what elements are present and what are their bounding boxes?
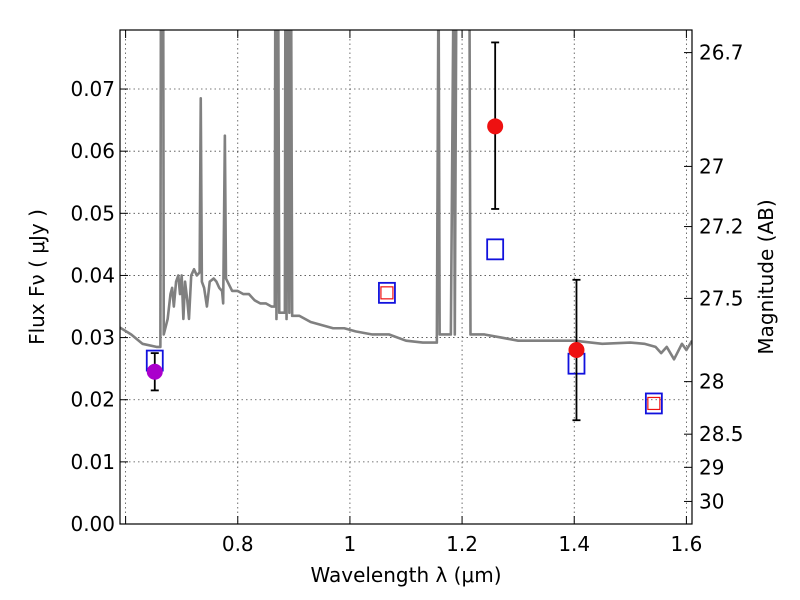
- model-square-blue: [378, 281, 396, 304]
- x-tick-label: 1.2: [446, 532, 478, 556]
- grid: [120, 30, 692, 525]
- right-tick-label: 27: [699, 154, 724, 178]
- y-tick-label: 0.07: [70, 77, 115, 101]
- y-tick-label: 0.02: [70, 388, 115, 412]
- model-square-red: [380, 286, 394, 300]
- right-tick-label: 29: [699, 455, 724, 479]
- y-tick-label: 0.03: [70, 326, 115, 350]
- y-tick-label: 0.00: [70, 512, 115, 536]
- observed-point: [146, 363, 163, 380]
- model-square-red: [647, 396, 661, 411]
- right-tick-label: 27.5: [699, 286, 744, 310]
- y-tick-label: 0.06: [70, 139, 115, 163]
- data-points: [145, 41, 663, 422]
- model-square-blue: [486, 238, 505, 261]
- right-tick-label: 30: [699, 489, 724, 513]
- y-tick-label: 0.01: [70, 450, 115, 474]
- spectrum-line: [120, 30, 692, 361]
- x-tick-label: 1.4: [558, 532, 590, 556]
- template-spectrum: [120, 30, 692, 361]
- right-tick-label: 28.5: [699, 422, 744, 446]
- observed-point: [487, 118, 504, 135]
- y-tick-label: 0.04: [70, 263, 115, 287]
- x-tick-label: 0.8: [222, 532, 254, 556]
- x-tick-label: 1: [344, 532, 357, 556]
- right-tick-label: 28: [699, 370, 724, 394]
- plot-frame: [119, 29, 693, 525]
- y-tick-label: 0.05: [70, 201, 115, 225]
- right-tick-label: 27.2: [699, 215, 744, 239]
- y-axis-label: Flux Fν ( μJy ): [25, 209, 49, 345]
- model-square-blue: [644, 392, 663, 415]
- axes-ticks: 0.8 1 1.2 1.4 1.6 0.00 0.01 0.02 0.03 0.04 0.05 0.0…: [70, 30, 744, 556]
- observed-point: [568, 342, 585, 359]
- right-tick-label: 26.7: [699, 41, 744, 65]
- x-tick-label: 1.6: [670, 532, 702, 556]
- right-axis-label: Magnitude (AB): [754, 199, 778, 354]
- x-axis-label: Wavelength λ (μm): [310, 563, 501, 587]
